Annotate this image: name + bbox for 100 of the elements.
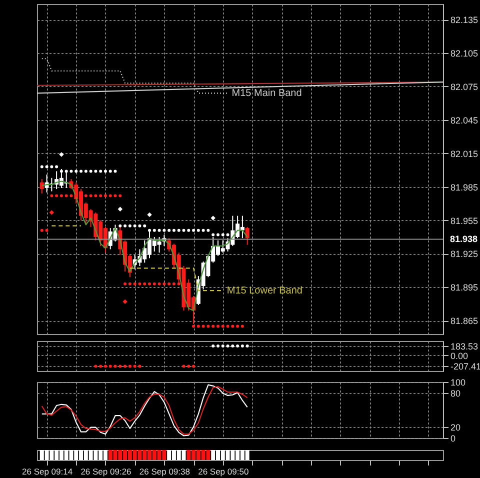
series-label: M15 Lower Band [226,286,302,297]
point [216,233,220,236]
point [143,282,146,286]
x-tick-label: 26 Sep 09:14 [22,466,73,476]
point [152,228,156,232]
point [80,170,83,173]
point [196,228,200,232]
point [84,194,88,198]
point [240,324,244,328]
point [168,228,171,232]
point [172,228,176,232]
point [206,324,210,328]
point [182,228,186,232]
point [226,324,230,328]
point [162,282,166,286]
point [221,233,224,236]
point [206,228,210,232]
y-tick-label: 0.00 [450,350,468,361]
y-tick-label: 81.865 [450,316,478,326]
y-tick-label: 81.955 [450,216,478,226]
point [196,324,200,328]
point [45,228,48,232]
y-tick-label: 81.925 [450,249,478,260]
point [236,324,240,328]
point [104,194,107,198]
point [152,282,156,286]
point [202,324,205,328]
point [99,194,102,198]
point [168,282,171,286]
point [108,194,112,198]
point [216,324,220,328]
y-tick-label: 183.53 [450,341,478,352]
point [50,165,54,168]
y-tick-label: 82.075 [450,82,478,92]
point [187,228,190,232]
point [70,170,73,173]
point [212,233,215,236]
x-tick-label: 26 Sep 09:26 [80,466,132,476]
point [89,194,92,198]
point [114,194,117,198]
point [60,170,63,173]
point [108,170,112,173]
point [192,228,196,232]
point [212,324,215,328]
point [89,170,92,173]
point [162,228,166,232]
point [177,282,180,286]
point [231,324,234,328]
point [158,282,161,286]
y-tick-label: 82.045 [450,115,478,126]
point [84,170,88,173]
point [45,165,48,168]
point [172,282,176,286]
point [221,324,224,328]
point [138,224,142,228]
point [64,194,68,198]
point [158,228,161,232]
point [177,228,180,232]
point [50,194,54,198]
point [133,282,136,286]
point [118,224,122,228]
y-tick-label: 20 [450,422,461,432]
point [55,194,58,198]
point [138,282,142,286]
y-tick-label: 82.015 [450,148,478,159]
x-tick-label: 26 Sep 09:38 [139,466,190,476]
y-tick-label: 100 [450,378,466,388]
point [74,194,78,198]
point [202,228,205,232]
point [128,224,132,228]
y-tick-label: 82.105 [450,48,478,59]
point [70,194,73,198]
point [226,233,230,236]
candlestick [245,226,250,246]
point [124,224,127,228]
y-tick-label: 80 [450,388,461,399]
point [104,170,107,173]
point [40,228,44,232]
point [114,170,117,173]
point [55,165,58,168]
y-tick-label: 82.135 [450,15,478,26]
ref-line-label: 81.938 [450,234,478,244]
point [148,228,152,232]
point [148,282,152,286]
point [143,224,146,228]
series-label: M15 Main Band [232,88,302,100]
y-tick-label: 81.985 [450,182,478,192]
y-tick-label: 0 [450,434,456,444]
point [133,224,136,228]
point [118,194,122,198]
y-tick-label: 81.895 [450,282,478,293]
point [60,194,63,198]
point [128,282,132,286]
x-tick-label: 26 Sep 09:50 [198,466,249,476]
point [192,324,196,328]
point [40,165,44,168]
point [94,170,98,173]
point [74,170,78,173]
point [99,170,102,173]
point [64,170,68,173]
